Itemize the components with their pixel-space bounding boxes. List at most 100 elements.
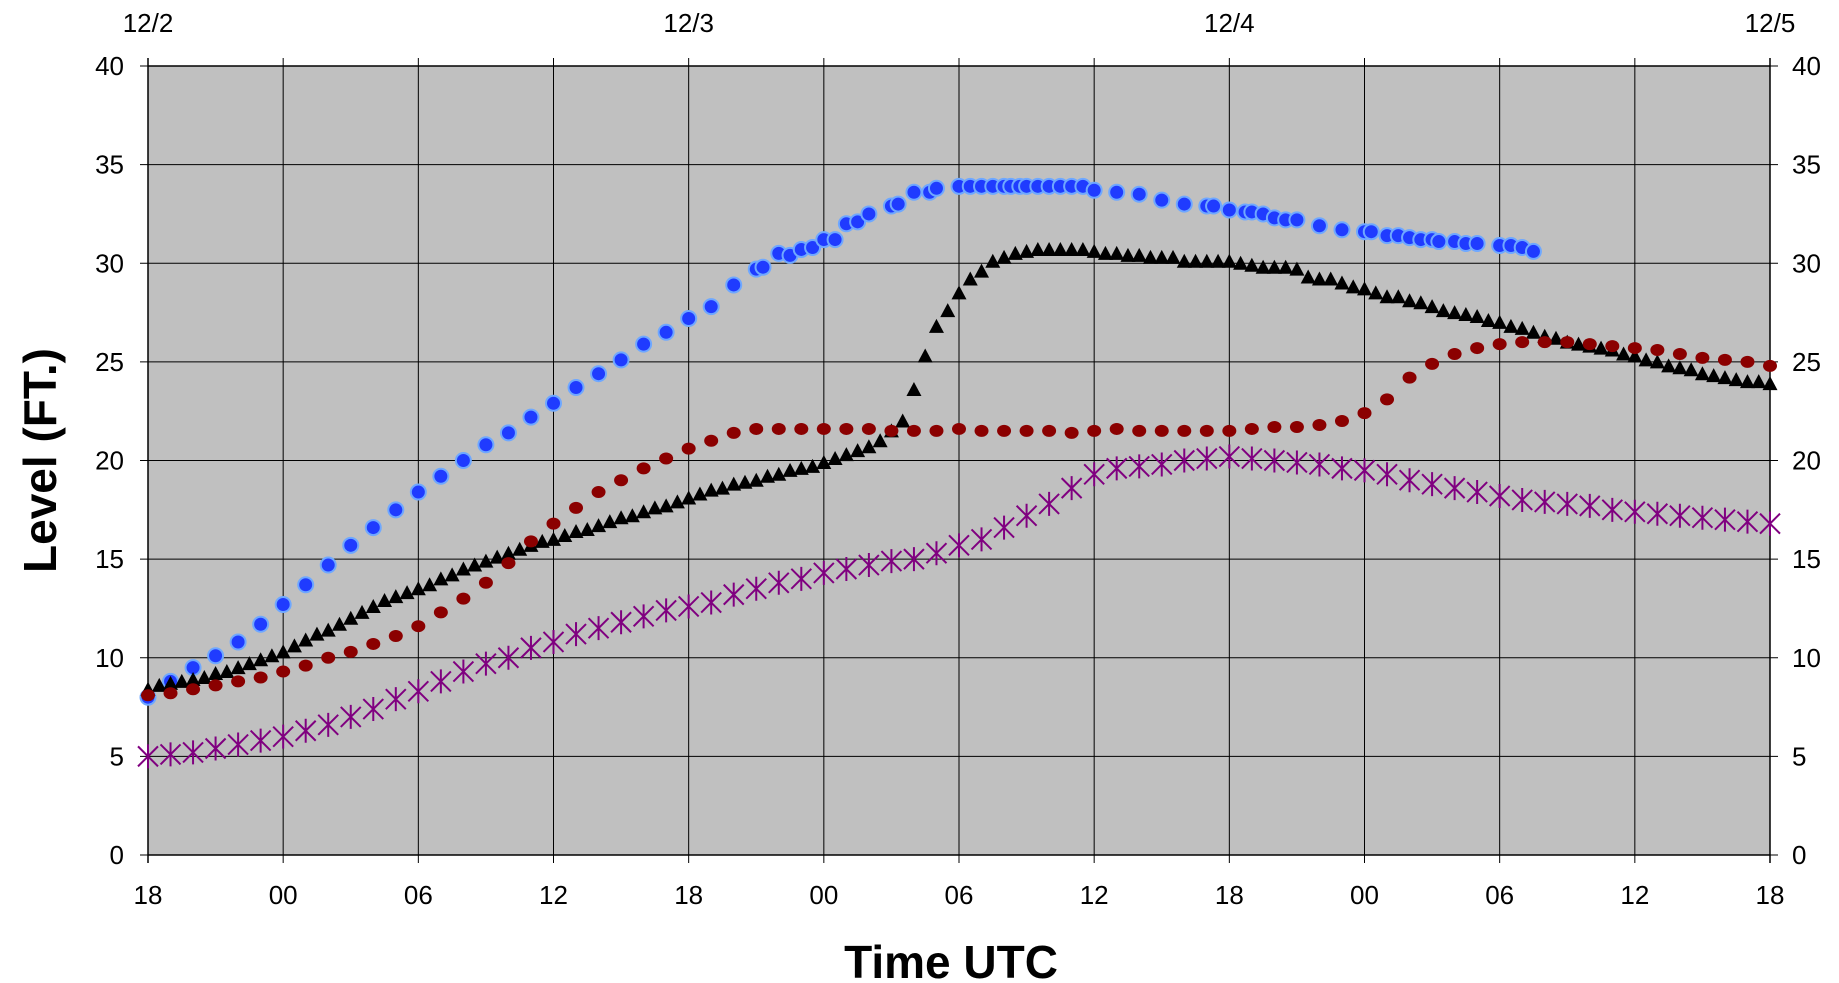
y-tick-label-left: 20 <box>95 446 124 476</box>
data-point <box>669 494 685 509</box>
data-point <box>1154 424 1169 437</box>
data-point <box>993 515 1015 540</box>
x-tick-label: 18 <box>1756 880 1785 910</box>
data-point <box>1175 195 1193 213</box>
y-axis-title: Level (FT.) <box>14 348 66 573</box>
data-point <box>952 422 966 435</box>
data-point <box>1244 422 1259 435</box>
data-point <box>1601 497 1624 522</box>
y-tick-label-left: 35 <box>95 150 124 180</box>
data-point <box>1357 281 1372 296</box>
data-point <box>1514 320 1530 335</box>
data-point <box>362 697 384 722</box>
data-point <box>1334 275 1350 290</box>
data-point <box>655 598 677 623</box>
data-point <box>1165 249 1181 264</box>
data-point <box>1421 472 1443 497</box>
data-point <box>884 424 899 437</box>
data-point <box>1263 448 1286 473</box>
data-point <box>1310 217 1328 235</box>
data-point <box>782 462 798 477</box>
data-point <box>286 638 302 653</box>
data-point <box>1311 271 1327 286</box>
data-point <box>467 557 483 572</box>
data-point <box>1447 347 1462 360</box>
data-point <box>1333 221 1351 239</box>
data-point <box>613 510 629 525</box>
data-point <box>1331 456 1353 481</box>
data-point <box>677 594 700 619</box>
data-point <box>523 535 538 548</box>
date-labels: 12/2 12/3 12/4 12/5 <box>123 8 1796 38</box>
data-point <box>1041 241 1057 256</box>
y-tick-label-left: 15 <box>95 544 124 574</box>
data-point <box>364 519 382 537</box>
data-point <box>657 323 675 341</box>
data-point <box>579 522 595 537</box>
data-point <box>1132 424 1147 437</box>
data-point <box>557 527 573 542</box>
data-point <box>1007 245 1023 260</box>
data-point <box>636 504 652 519</box>
data-point <box>1488 484 1511 509</box>
data-point <box>1402 293 1418 308</box>
data-point <box>948 533 970 558</box>
data-point <box>895 413 911 428</box>
data-point <box>702 298 720 316</box>
data-point <box>1524 242 1542 260</box>
data-point <box>204 736 227 761</box>
data-point <box>272 724 294 749</box>
data-point <box>1177 424 1192 437</box>
data-point <box>227 732 249 757</box>
data-point <box>411 620 426 633</box>
data-point <box>872 433 888 448</box>
data-point <box>432 467 450 485</box>
data-point <box>385 687 407 712</box>
data-point <box>929 424 944 437</box>
data-point <box>1717 353 1732 366</box>
y-tick-label-left: 5 <box>110 741 124 771</box>
data-point <box>399 585 415 600</box>
data-point <box>182 740 204 765</box>
data-point <box>974 263 990 278</box>
data-point <box>219 664 235 679</box>
data-point <box>813 560 835 585</box>
data-point <box>497 645 520 670</box>
data-point <box>208 666 224 681</box>
data-point <box>771 466 787 481</box>
data-point <box>1015 503 1038 528</box>
data-point <box>1759 511 1781 536</box>
data-point <box>726 426 741 439</box>
data-point <box>1556 491 1578 516</box>
data-point <box>569 501 584 514</box>
data-point <box>1694 366 1710 381</box>
data-point <box>635 335 653 353</box>
data-point <box>658 498 674 513</box>
y-tick-label-left: 0 <box>110 840 124 870</box>
data-point <box>771 422 786 435</box>
data-point <box>1075 241 1091 256</box>
data-point <box>1672 347 1687 360</box>
data-point <box>1286 450 1308 475</box>
data-point <box>1362 223 1380 241</box>
data-point <box>974 424 989 437</box>
y-tick-label-left: 25 <box>95 347 124 377</box>
data-point <box>1714 507 1736 532</box>
data-point <box>475 651 497 676</box>
data-point <box>1480 312 1496 327</box>
data-point <box>951 285 967 300</box>
data-point <box>804 238 822 256</box>
data-point <box>1109 245 1125 260</box>
data-point <box>838 447 854 462</box>
data-point <box>726 476 742 491</box>
data-point <box>320 622 336 637</box>
y-tick-label-right: 30 <box>1792 248 1821 278</box>
data-point <box>1650 344 1665 357</box>
data-point <box>1458 307 1474 322</box>
data-point <box>208 679 223 692</box>
data-point <box>1357 407 1372 420</box>
data-point <box>1312 418 1327 431</box>
data-point <box>680 309 698 327</box>
data-point <box>861 422 876 435</box>
data-point <box>861 439 877 454</box>
